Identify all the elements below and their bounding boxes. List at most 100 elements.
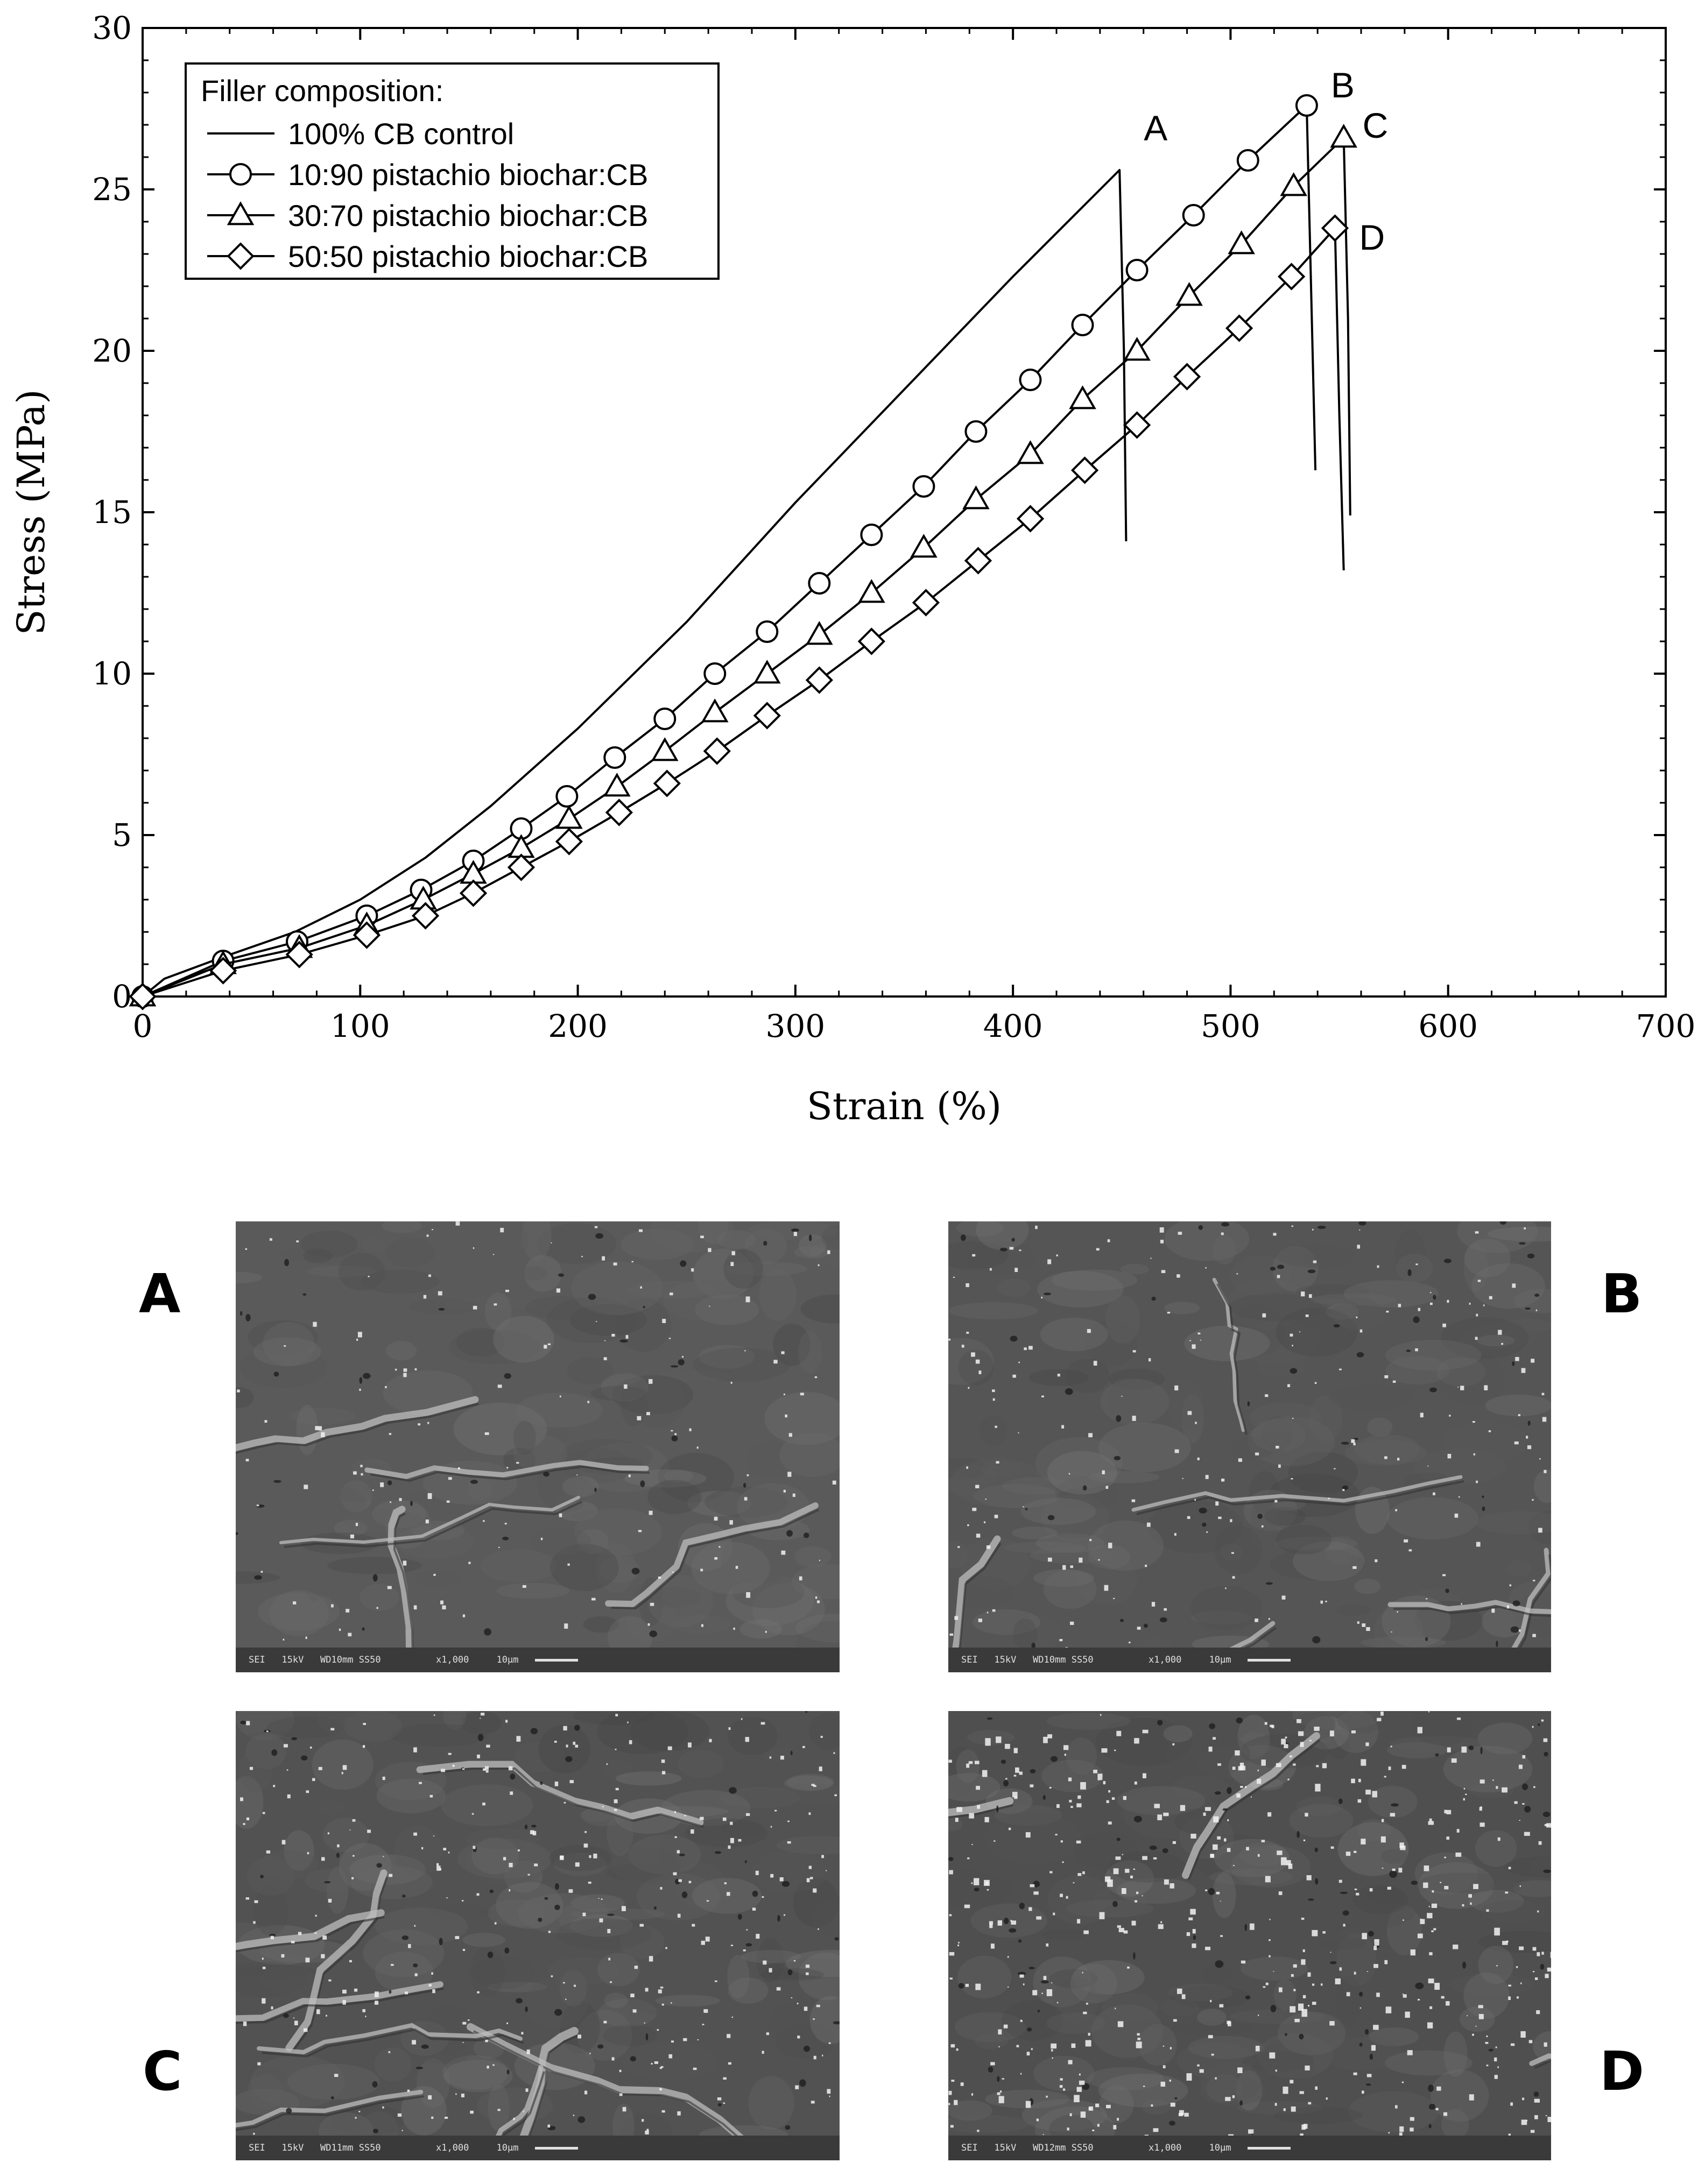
data-point bbox=[353, 921, 381, 949]
x-tick-label: 0 bbox=[133, 1008, 153, 1044]
data-point bbox=[653, 708, 677, 730]
sem-caption-c: SEI 15kV WD11mm SS50 x1,000 10μm bbox=[236, 2136, 840, 2160]
data-point bbox=[1236, 149, 1259, 172]
legend-title: Filler composition: bbox=[201, 74, 443, 108]
data-point bbox=[605, 798, 633, 826]
data-point bbox=[1280, 172, 1307, 196]
data-point bbox=[603, 746, 626, 769]
sem-caption-b: SEI 15kV WD10mm SS50 x1,000 10μm bbox=[948, 1648, 1551, 1672]
data-point bbox=[703, 737, 731, 765]
data-point bbox=[912, 589, 940, 617]
data-point bbox=[1330, 124, 1357, 148]
series-line bbox=[142, 227, 1345, 998]
data-point bbox=[285, 941, 313, 969]
data-point bbox=[860, 524, 883, 546]
data-point bbox=[1125, 259, 1149, 281]
data-point bbox=[756, 620, 779, 643]
y-tick-label: 5 bbox=[112, 817, 132, 853]
legend-marker bbox=[227, 201, 255, 225]
data-point bbox=[1016, 505, 1045, 533]
sem-image-a: SEI 15kV WD10mm SS50 x1,000 10μm bbox=[236, 1221, 840, 1672]
data-point bbox=[701, 698, 729, 723]
data-point bbox=[1070, 456, 1099, 484]
legend: Filler composition: 100% CB control 10:90 … bbox=[185, 62, 720, 280]
series-4: D bbox=[129, 214, 1385, 1010]
data-point bbox=[1182, 204, 1205, 227]
data-point bbox=[962, 485, 990, 510]
data-point bbox=[1225, 314, 1253, 342]
x-tick-label: 600 bbox=[1418, 1008, 1478, 1044]
data-point bbox=[753, 702, 781, 730]
data-point bbox=[555, 785, 579, 808]
data-point bbox=[805, 666, 833, 694]
legend-marker bbox=[227, 242, 255, 270]
curve-label-c: C bbox=[1363, 105, 1389, 145]
y-tick-label: 30 bbox=[92, 10, 132, 46]
x-tick-label: 700 bbox=[1636, 1008, 1696, 1044]
data-point bbox=[209, 957, 237, 985]
x-tick-label: 400 bbox=[983, 1008, 1043, 1044]
data-point bbox=[964, 420, 988, 443]
data-point bbox=[1278, 263, 1306, 291]
panel-letter-c: C bbox=[143, 2040, 182, 2103]
stress-strain-chart: 0 100 200 300 400 500 600 700 0 5 10 15 20 25 30 Strain… bbox=[9, 10, 1696, 1128]
sem-image-b: SEI 15kV WD10mm SS50 x1,000 10μm bbox=[948, 1221, 1551, 1672]
data-point bbox=[555, 828, 583, 856]
x-tick-label: 500 bbox=[1201, 1008, 1260, 1044]
data-point bbox=[603, 773, 631, 797]
y-tick-label: 0 bbox=[112, 978, 132, 1015]
sem-image-d: SEI 15kV WD12mm SS50 x1,000 10μm bbox=[948, 1711, 1551, 2160]
data-point bbox=[1123, 411, 1151, 439]
data-point bbox=[1228, 230, 1255, 255]
data-point bbox=[653, 769, 681, 797]
data-point bbox=[129, 983, 157, 1010]
sem-caption-d: SEI 15kV WD12mm SS50 x1,000 10μm bbox=[948, 2136, 1551, 2160]
series-line bbox=[142, 169, 1128, 998]
data-point bbox=[806, 621, 833, 645]
legend-label: 50:50 pistachio biochar:CB bbox=[288, 239, 648, 273]
data-point bbox=[857, 627, 885, 655]
data-point bbox=[459, 879, 488, 907]
panel-letter-a: A bbox=[139, 1262, 181, 1325]
data-point bbox=[964, 547, 992, 575]
data-point bbox=[1019, 369, 1042, 391]
sem-image-c: SEI 15kV WD11mm SS50 x1,000 10μm bbox=[236, 1711, 840, 2160]
y-tick-label: 25 bbox=[92, 171, 132, 208]
data-point bbox=[910, 534, 938, 558]
legend-item: 30:70 pistachio biochar:CB bbox=[207, 199, 648, 232]
data-point bbox=[912, 475, 935, 498]
data-point bbox=[1123, 337, 1151, 361]
data-point bbox=[753, 660, 781, 684]
legend-label: 100% CB control bbox=[288, 117, 514, 151]
panel-letter-d: D bbox=[1600, 2040, 1645, 2103]
data-point bbox=[858, 579, 885, 603]
x-axis-label: Strain (%) bbox=[807, 1084, 1002, 1128]
data-point bbox=[507, 853, 536, 881]
panel-letter-b: B bbox=[1601, 1262, 1643, 1325]
data-point bbox=[703, 662, 727, 685]
data-point bbox=[411, 902, 440, 930]
x-tick-label: 300 bbox=[765, 1008, 825, 1044]
data-point bbox=[1071, 314, 1094, 336]
data-point bbox=[651, 737, 679, 761]
sem-caption-a: SEI 15kV WD10mm SS50 x1,000 10μm bbox=[236, 1648, 840, 1672]
curve-label-a: A bbox=[1144, 108, 1167, 148]
data-point bbox=[1173, 363, 1201, 391]
curve-label-d: D bbox=[1359, 217, 1385, 257]
legend-item: 10:90 pistachio biochar:CB bbox=[207, 158, 648, 192]
legend-label: 10:90 pistachio biochar:CB bbox=[288, 158, 648, 192]
legend-item: 100% CB control bbox=[207, 117, 514, 151]
data-point bbox=[1069, 385, 1096, 409]
y-tick-label: 15 bbox=[92, 494, 132, 531]
y-tick-label: 20 bbox=[92, 333, 132, 369]
y-axis-label: Stress (MPa) bbox=[9, 389, 53, 635]
data-point bbox=[1295, 94, 1318, 117]
data-point bbox=[555, 805, 583, 829]
data-point bbox=[1321, 214, 1349, 242]
curve-label-b: B bbox=[1331, 65, 1355, 105]
data-point bbox=[808, 572, 831, 595]
series-1: A bbox=[142, 108, 1167, 998]
data-point bbox=[1017, 440, 1044, 464]
legend-label: 30:70 pistachio biochar:CB bbox=[288, 199, 648, 232]
y-tick-label: 10 bbox=[92, 655, 132, 692]
